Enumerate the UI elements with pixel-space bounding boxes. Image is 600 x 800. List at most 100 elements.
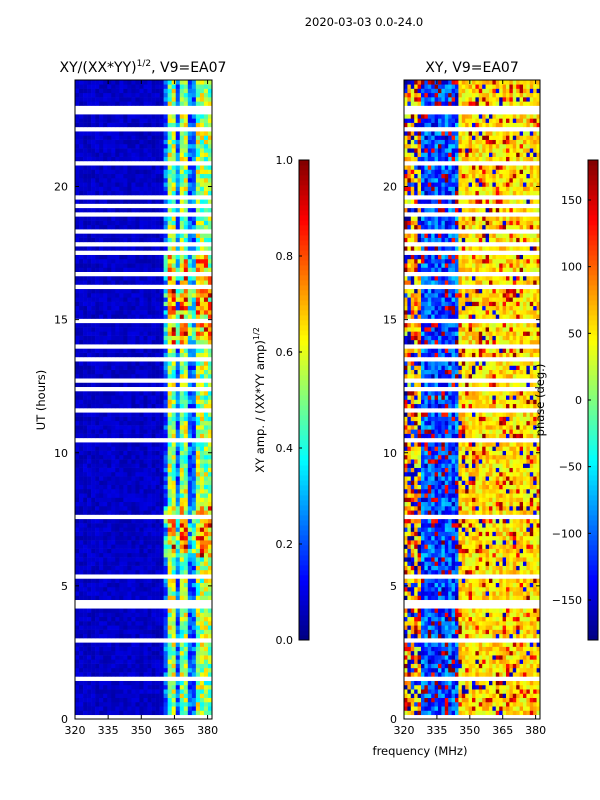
amplitude-cell	[127, 484, 132, 490]
amplitude-cell	[155, 80, 160, 85]
amplitude-cell	[163, 169, 168, 175]
amplitude-cell	[207, 348, 213, 353]
amplitude-cell	[143, 322, 148, 328]
amplitude-cell	[203, 569, 209, 575]
amplitude-cell	[167, 510, 173, 515]
amplitude-cell	[111, 484, 116, 490]
phase-panel-title: XY, V9=EA07	[425, 60, 519, 76]
amplitude-cell	[79, 288, 84, 294]
amplitude-cell	[103, 237, 108, 243]
amplitude-cell	[179, 322, 185, 328]
amplitude-cell	[83, 565, 88, 571]
amplitude-cell	[135, 190, 140, 196]
phase-cell	[461, 706, 466, 711]
amplitude-cell	[191, 152, 197, 157]
amplitude-cell	[163, 506, 168, 511]
amplitude-cell	[91, 625, 96, 630]
amplitude-cell	[187, 518, 193, 524]
amplitude-cell	[191, 80, 197, 85]
amplitude-cell	[159, 471, 164, 477]
amplitude-cell	[175, 301, 181, 307]
amplitude-cell	[175, 544, 181, 549]
amplitude-cell	[123, 642, 128, 647]
phase-cell	[458, 689, 463, 694]
amplitude-cell	[99, 395, 104, 400]
amplitude-cell	[175, 403, 181, 409]
amplitude-cell	[183, 267, 189, 272]
amplitude-cell	[95, 706, 100, 711]
amplitude-cell	[159, 152, 164, 157]
amplitude-cell	[147, 373, 152, 379]
amplitude-cell	[79, 233, 84, 238]
phase-cell	[502, 701, 507, 707]
amplitude-cell	[179, 612, 185, 618]
amplitude-cell	[115, 650, 120, 656]
phase-cell	[455, 701, 459, 707]
phase-cell	[482, 684, 486, 690]
amplitude-cell	[167, 578, 173, 583]
amplitude-cell	[155, 629, 160, 635]
amplitude-cell	[195, 501, 201, 507]
amplitude-cell	[103, 569, 108, 575]
amplitude-cell	[135, 293, 140, 298]
amplitude-cell	[195, 143, 201, 149]
amplitude-cell	[131, 710, 136, 716]
amplitude-cell	[203, 565, 209, 571]
amplitude-cell	[191, 169, 197, 175]
amplitude-cell	[167, 701, 173, 707]
amplitude-cell	[87, 348, 92, 353]
amplitude-cell	[143, 595, 148, 601]
amplitude-cell	[91, 684, 96, 690]
amplitude-cell	[147, 305, 152, 311]
amplitude-cell	[143, 310, 148, 315]
amplitude-cell	[87, 621, 92, 626]
phase-cell	[502, 680, 507, 686]
amplitude-cell	[135, 390, 140, 396]
amplitude-cell	[95, 246, 100, 251]
amplitude-cell	[207, 425, 213, 430]
amplitude-cell	[187, 131, 193, 136]
amplitude-cell	[91, 293, 96, 298]
amplitude-cell	[123, 365, 128, 370]
amplitude-cell	[103, 169, 108, 175]
amplitude-cell	[155, 578, 160, 583]
amplitude-cell	[135, 216, 140, 221]
amplitude-cell	[99, 680, 104, 686]
amplitude-cell	[195, 97, 201, 102]
phase-cell	[444, 710, 449, 716]
amplitude-cell	[123, 463, 128, 468]
flagged-row	[75, 284, 212, 290]
amplitude-cell	[195, 114, 201, 119]
amplitude-cell	[87, 305, 92, 311]
phase-cell	[455, 659, 459, 664]
amplitude-cell	[143, 186, 148, 192]
phase-cell	[472, 663, 476, 669]
amplitude-cell	[151, 118, 156, 123]
amplitude-cell	[191, 258, 197, 264]
amplitude-cell	[171, 510, 177, 515]
amplitude-cell	[119, 373, 124, 379]
amplitude-cell	[135, 275, 140, 281]
amplitude-cell	[203, 190, 209, 196]
amplitude-cell	[143, 156, 148, 162]
amplitude-cell	[95, 92, 100, 98]
amplitude-cell	[119, 280, 124, 285]
amplitude-cell	[159, 216, 164, 221]
amplitude-cell	[191, 182, 197, 187]
phase-cell	[427, 655, 432, 660]
amplitude-cell	[175, 310, 181, 315]
amplitude-cell	[151, 544, 156, 549]
amplitude-cell	[123, 672, 128, 677]
amplitude-cell	[143, 586, 148, 592]
amplitude-cell	[203, 655, 209, 660]
amplitude-cell	[99, 540, 104, 545]
amplitude-cell	[91, 710, 96, 716]
colorbar-segment	[299, 215, 309, 221]
amplitude-cell	[99, 139, 104, 145]
amplitude-cell	[191, 420, 197, 426]
amplitude-cell	[91, 190, 96, 196]
amplitude-cell	[75, 471, 80, 477]
amplitude-cell	[203, 139, 209, 145]
amplitude-cell	[143, 463, 148, 468]
colorbar-segment	[299, 255, 309, 261]
